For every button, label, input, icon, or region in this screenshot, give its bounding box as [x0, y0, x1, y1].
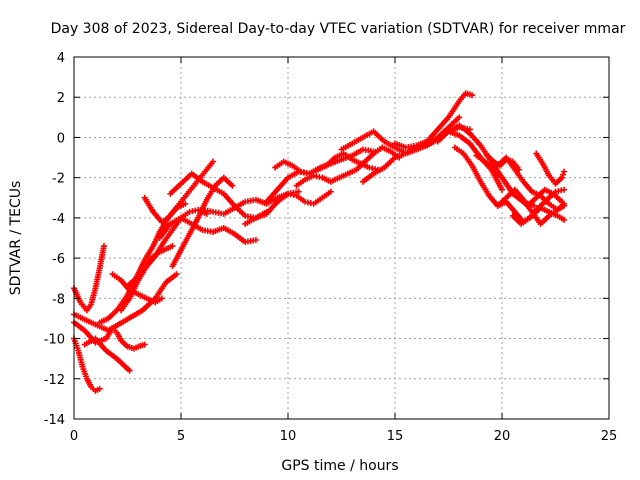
x-tick-label: 20: [494, 429, 511, 444]
data-point: [210, 158, 217, 165]
x-tick-label: 0: [70, 429, 78, 444]
axis-ticks: 0 5 10 15 20 25 -14 -12 -10 -8 -6 -4 -2 0 2 4: [44, 51, 618, 444]
x-tick-label: 25: [601, 429, 618, 444]
x-tick-label: 15: [387, 429, 404, 444]
y-tick-label: -6: [52, 252, 65, 267]
data-point: [499, 186, 505, 193]
data-point: [469, 92, 476, 99]
data-point-sample: [559, 171, 566, 178]
data-point: [558, 174, 565, 181]
data-point: [561, 168, 568, 175]
series-sat-y: [473, 152, 565, 209]
data-point: [561, 216, 568, 223]
data-point: [203, 210, 210, 217]
data-point: [100, 243, 107, 250]
series-sat-aa: [494, 186, 568, 227]
series-sat-x: [451, 144, 568, 225]
data-point: [96, 385, 103, 392]
y-tick-label: -14: [44, 413, 65, 428]
y-axis-label: SDTVAR / TECUs: [8, 181, 24, 296]
data-point: [252, 237, 259, 244]
data-point: [229, 182, 236, 189]
series-sat-l: [156, 214, 259, 246]
data-point: [531, 202, 538, 209]
data-point: [169, 243, 176, 250]
chart-title: Day 308 of 2023, Sidereal Day-to-day VTE…: [51, 21, 626, 37]
x-tick-label: 5: [177, 429, 185, 444]
data-point: [456, 114, 463, 121]
data-point: [561, 202, 568, 209]
series-sat-ad: [509, 186, 568, 227]
series-sat-ac: [484, 152, 523, 173]
series-sat-u: [392, 90, 476, 151]
series-sat-d: [81, 335, 133, 374]
y-tick-label: -10: [44, 333, 65, 348]
data-point: [295, 188, 302, 195]
data-point: [173, 271, 180, 278]
y-tick-label: -2: [52, 172, 65, 187]
x-axis-label: GPS time / hours: [281, 458, 398, 474]
series-sat-ab: [533, 150, 568, 187]
data-point: [516, 166, 523, 173]
y-tick-label: -12: [44, 373, 65, 388]
y-tick-label: 2: [57, 91, 65, 106]
series-sat-n: [169, 174, 236, 270]
data-point: [561, 186, 568, 193]
data-point: [327, 188, 334, 195]
x-tick-label: 10: [280, 429, 297, 444]
series-sat-c: [71, 319, 148, 352]
series-sat-h: [109, 271, 165, 306]
data-point: [158, 295, 165, 302]
plot-frame: [73, 56, 610, 420]
y-tick-label: 4: [57, 51, 65, 66]
series-sat-a: [71, 335, 103, 394]
data-point: [182, 200, 189, 207]
y-tick-label: -4: [52, 212, 65, 227]
data-point: [126, 367, 133, 374]
y-tick-label: -8: [52, 292, 65, 307]
series-sat-b: [71, 243, 107, 314]
data-points: [71, 90, 568, 394]
y-tick-label: 0: [57, 131, 65, 146]
series-sat-p: [242, 188, 334, 227]
data-point: [141, 341, 148, 348]
